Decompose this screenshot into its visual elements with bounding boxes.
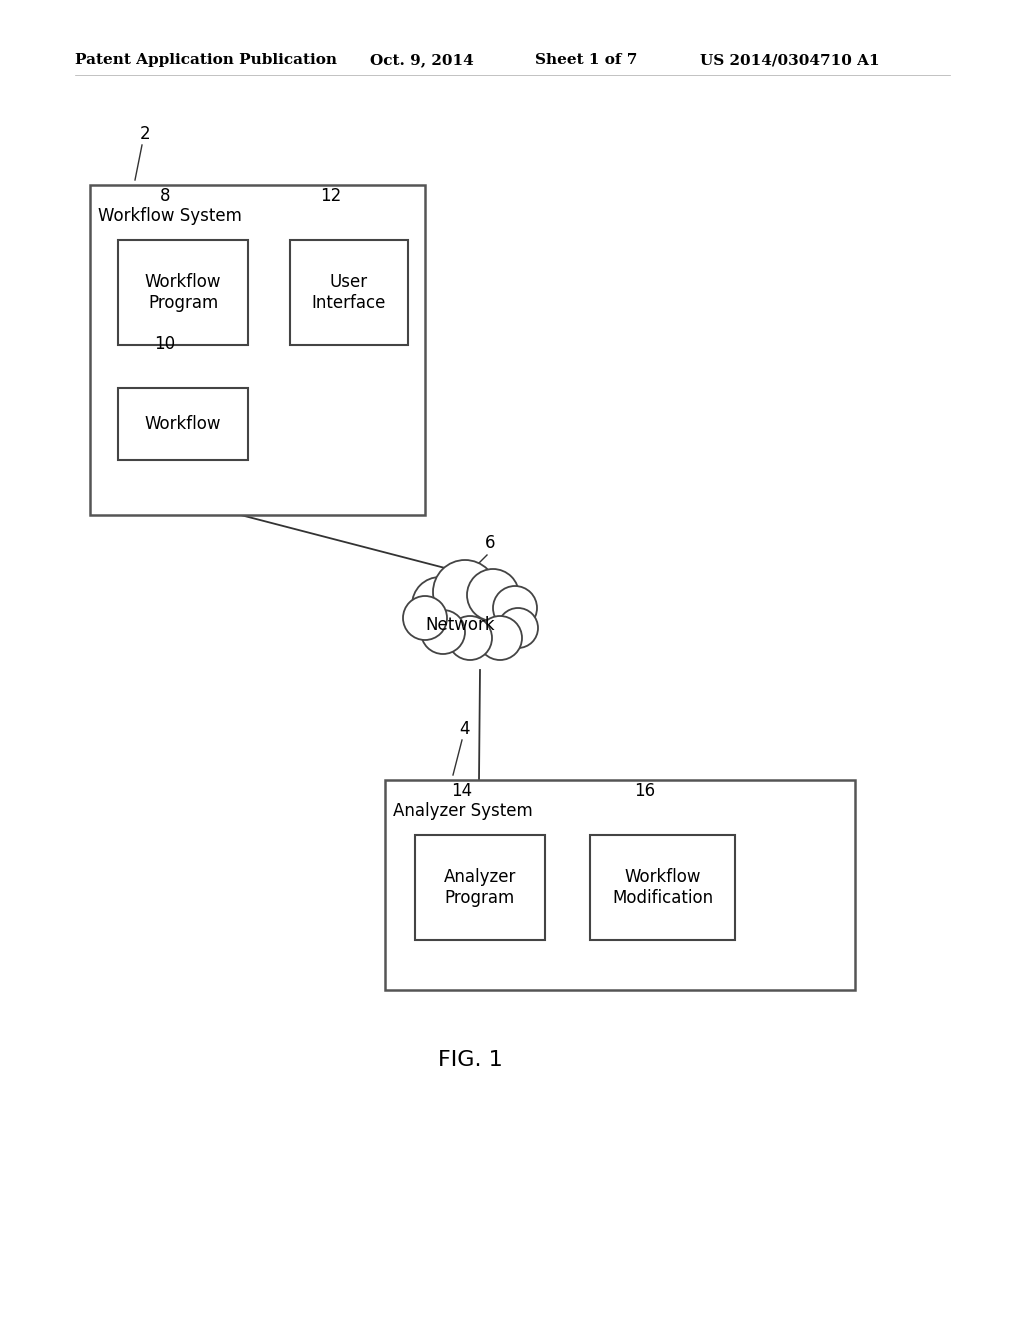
Text: 8: 8 <box>160 187 170 205</box>
Text: User
Interface: User Interface <box>312 273 386 312</box>
Circle shape <box>467 569 519 620</box>
Text: FIG. 1: FIG. 1 <box>437 1049 503 1071</box>
Text: 2: 2 <box>139 125 151 143</box>
Bar <box>590 836 735 940</box>
Text: Network: Network <box>425 616 495 634</box>
Circle shape <box>433 560 497 624</box>
Text: 16: 16 <box>634 781 655 800</box>
Bar <box>118 240 248 345</box>
Text: Workflow
Program: Workflow Program <box>144 273 221 312</box>
Circle shape <box>412 577 468 634</box>
Text: Workflow System: Workflow System <box>98 207 242 224</box>
Bar <box>415 836 545 940</box>
Circle shape <box>403 597 447 640</box>
Circle shape <box>493 586 537 630</box>
Text: Sheet 1 of 7: Sheet 1 of 7 <box>535 53 637 67</box>
Circle shape <box>449 616 492 660</box>
Bar <box>90 185 425 515</box>
Text: Analyzer
Program: Analyzer Program <box>443 869 516 907</box>
Bar <box>385 780 855 990</box>
Circle shape <box>498 609 538 648</box>
Circle shape <box>421 610 465 653</box>
Bar <box>118 388 248 459</box>
Text: Oct. 9, 2014: Oct. 9, 2014 <box>370 53 474 67</box>
Text: Workflow: Workflow <box>144 414 221 433</box>
Text: 4: 4 <box>460 719 470 738</box>
Text: 10: 10 <box>155 335 175 352</box>
Text: 12: 12 <box>321 187 342 205</box>
Text: Patent Application Publication: Patent Application Publication <box>75 53 337 67</box>
Text: Workflow
Modification: Workflow Modification <box>612 869 713 907</box>
Bar <box>290 240 408 345</box>
Text: 14: 14 <box>452 781 472 800</box>
Text: Analyzer System: Analyzer System <box>393 803 532 820</box>
Circle shape <box>478 616 522 660</box>
Text: US 2014/0304710 A1: US 2014/0304710 A1 <box>700 53 880 67</box>
Text: 6: 6 <box>484 535 496 552</box>
